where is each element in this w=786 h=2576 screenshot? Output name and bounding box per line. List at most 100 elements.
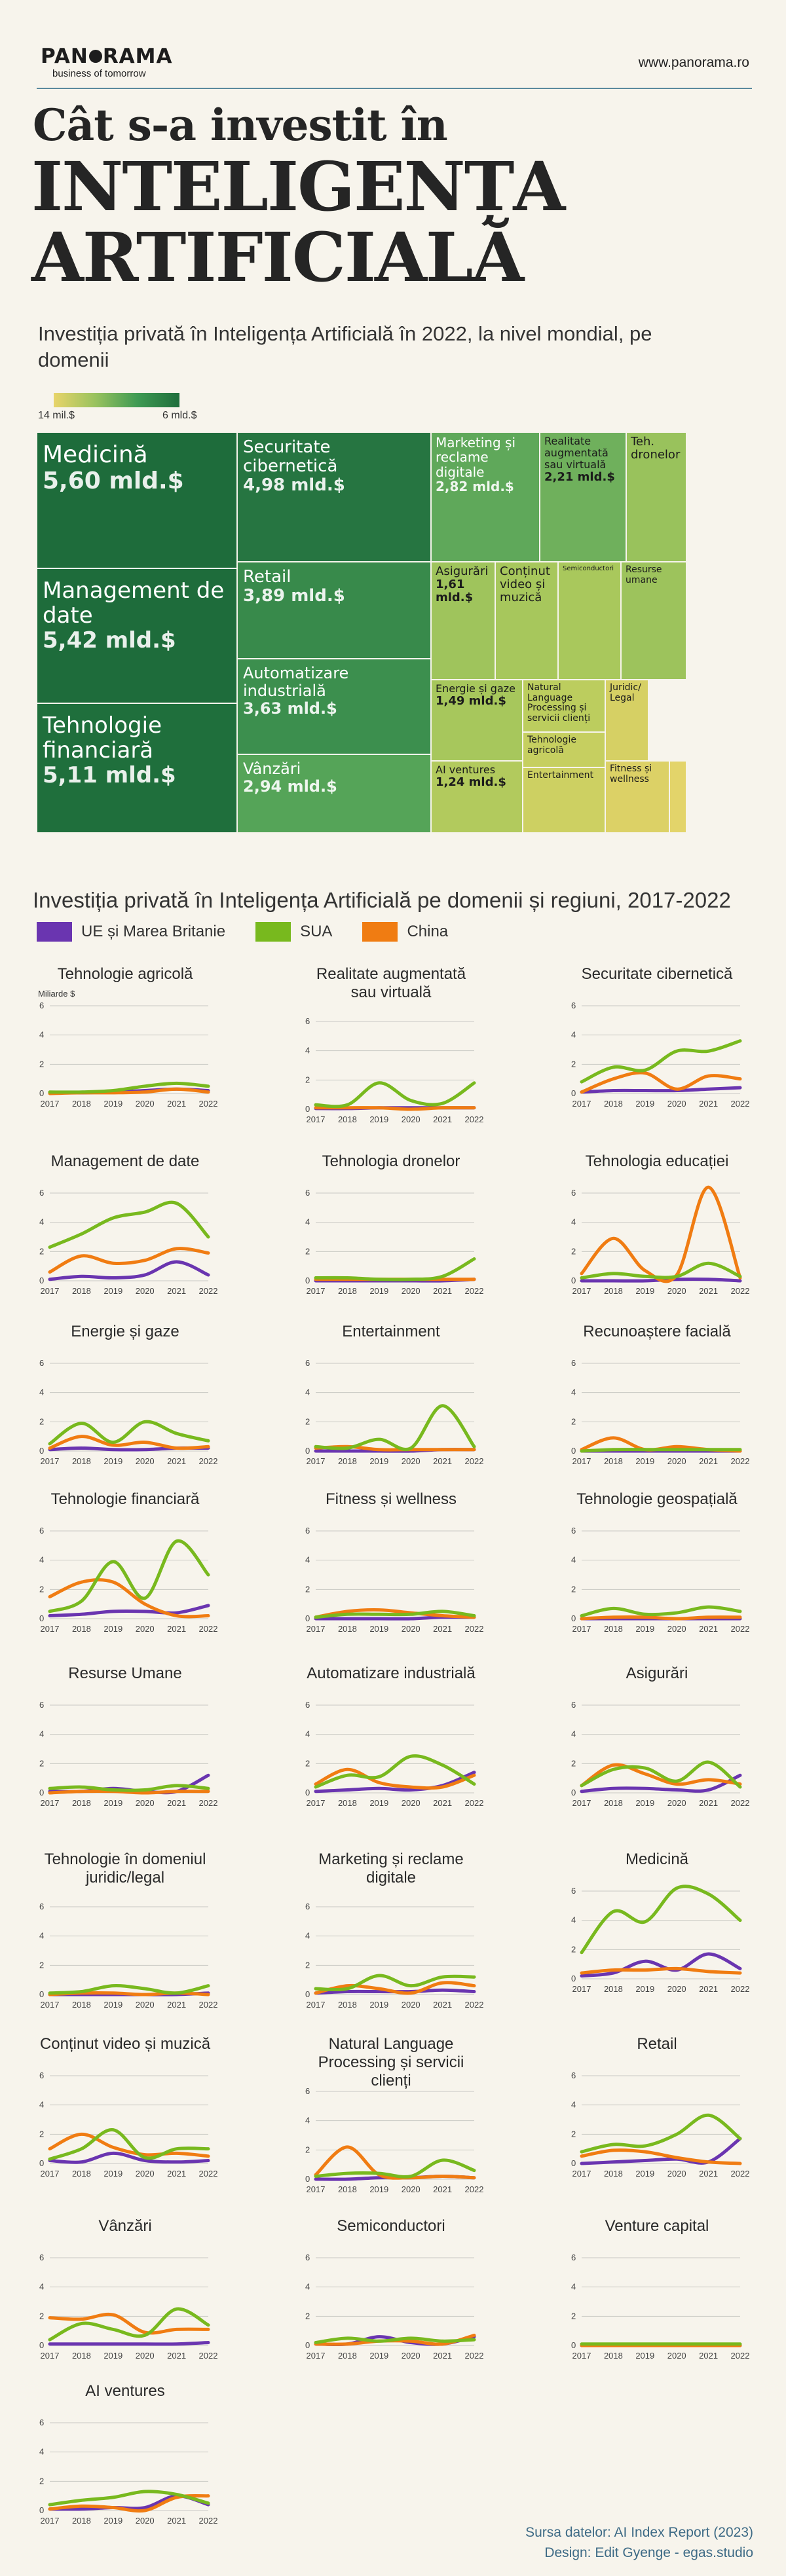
treemap-cell-name: Semiconductori (563, 565, 614, 572)
x-tick-label: 2021 (699, 1099, 718, 1109)
small-chart-plot: 0 2 4 6 2017 2018 2019 2020 2021 2022 (305, 1526, 483, 1634)
series-line-cn (314, 1444, 476, 1452)
y-tick-label: 4 (39, 1217, 44, 1227)
small-chart: Entertainment 0 2 4 6 2017 2018 2019 2020 2021 202… (303, 1323, 483, 1480)
series-line-cn (580, 1185, 742, 1283)
series-line-us (314, 2336, 476, 2345)
y-tick-label: 2 (305, 1758, 310, 1768)
small-chart: Venture capital 0 2 4 6 2017 2018 2019 2020 2021 2… (569, 2217, 749, 2374)
x-tick-label: 2019 (369, 2000, 388, 2010)
series-line-cn (314, 1106, 476, 1111)
y-tick-label: 4 (39, 1931, 44, 1941)
y-tick-label: 0 (571, 2158, 576, 2168)
x-tick-label: 2019 (635, 2169, 654, 2179)
x-tick-label: 2018 (338, 2000, 357, 2010)
y-tick-label: 2 (305, 2311, 310, 2321)
series-line-us (314, 1974, 476, 1992)
small-chart-title: Fitness și wellness (325, 1490, 457, 1508)
x-tick-label: 2022 (465, 1456, 484, 1466)
series-line-us (314, 1404, 476, 1451)
small-chart-plot: 0 2 4 6 2017 2018 2019 2020 2021 2022 (39, 1188, 217, 1296)
y-tick-label: 2 (305, 1584, 310, 1594)
y-tick-label: 4 (571, 1729, 576, 1739)
x-tick-label: 2018 (604, 1456, 623, 1466)
x-tick-label: 2017 (572, 1456, 591, 1466)
small-chart-title: Resurse Umane (68, 1665, 182, 1682)
treemap: Medicină 5,60 mld.$ Management de date 5,42… (37, 432, 686, 833)
small-chart-plot: 0 2 4 6 2017 2018 2019 2020 2021 2022 (39, 1001, 217, 1109)
small-chart: Tehnologia educației 0 2 4 6 2017 2018 2019 2020… (569, 1152, 749, 1310)
treemap-subtitle: Investiția privată în Inteligența Artifi… (38, 322, 652, 371)
x-tick-label: 2020 (667, 1798, 686, 1808)
small-chart-plot: 0 2 4 6 2017 2018 2019 2020 2021 2022 (305, 2253, 483, 2361)
x-tick-label: 2022 (199, 2351, 218, 2361)
small-chart: Tehnologie în domeniul juridic/legal 0 2 4 6… (37, 1850, 217, 2010)
y-tick-label: 0 (305, 1989, 310, 1999)
series-line-cn (48, 1435, 210, 1450)
series-line-us (48, 2307, 210, 2342)
treemap-cell-value: 5,60 mld.$ (43, 468, 184, 495)
small-chart-title: Automatizare industrială (307, 1665, 476, 1682)
series-line-eu (580, 1773, 742, 1794)
x-tick-label: 2022 (731, 2351, 750, 2361)
small-chart: Marketing și reclame digitale 0 2 4 6 2017 201… (303, 1850, 483, 2010)
series-line-eu (580, 1086, 742, 1094)
series-line-cn (580, 1615, 742, 1621)
y-tick-label: 6 (305, 2253, 310, 2262)
series-line-eu (48, 2151, 210, 2164)
series-line-eu (48, 2341, 210, 2346)
x-tick-label: 2019 (369, 1114, 388, 1124)
x-tick-label: 2018 (604, 1099, 623, 1109)
design-credit[interactable]: Design: Edit Gyenge - egas.studio (544, 2545, 753, 2560)
treemap-cell: Automatizare industrială 3,63 mld.$ (237, 659, 431, 754)
small-chart: Asigurări 0 2 4 6 2017 2018 2019 2020 2021 2022 (569, 1665, 749, 1822)
x-tick-label: 2022 (199, 2000, 218, 2010)
small-chart-title: Tehnologie agricolă (57, 965, 193, 983)
y-tick-label: 0 (39, 1788, 44, 1797)
y-tick-label: 6 (39, 2418, 44, 2427)
small-chart-title: Tehnologie financiară (50, 1490, 200, 1508)
small-chart-title: AI ventures (85, 2382, 165, 2400)
logo[interactable]: PAN RAMA business of tomorrow (41, 45, 173, 79)
x-tick-label: 2018 (72, 1456, 91, 1466)
small-chart-plot: 0 2 4 6 2017 2018 2019 2020 2021 2022 (571, 2070, 749, 2179)
legend-cn-swatch (362, 922, 398, 942)
y-tick-label: 4 (571, 1217, 576, 1227)
x-tick-label: 2019 (635, 2351, 654, 2361)
treemap-cell-name: Fitness și wellness (610, 764, 652, 784)
y-tick-label: 0 (305, 1446, 310, 1456)
site-url[interactable]: www.panorama.ro (638, 55, 749, 70)
small-chart-title: Retail (637, 2035, 677, 2053)
treemap-cell: AI ventures 1,24 mld.$ (431, 761, 523, 833)
y-tick-label: 0 (39, 2158, 44, 2168)
y-tick-label: 4 (39, 2100, 44, 2110)
y-tick-label: 0 (571, 1276, 576, 1285)
x-tick-label: 2018 (338, 1798, 357, 1808)
x-tick-label: 2020 (136, 1099, 155, 1109)
x-tick-label: 2022 (199, 1099, 218, 1109)
y-tick-label: 2 (39, 2129, 44, 2139)
y-tick-label: 0 (571, 1613, 576, 1623)
series-line-cn (580, 1071, 742, 1094)
y-tick-label: 4 (305, 2116, 310, 2125)
y-tick-label: 0 (39, 1989, 44, 1999)
treemap-cell-name: Resurse umane (626, 564, 662, 585)
x-tick-label: 2017 (572, 2169, 591, 2179)
treemap-cell-name: AI ventures (436, 764, 496, 776)
y-tick-label: 6 (305, 1700, 310, 1710)
x-tick-label: 2018 (338, 1114, 357, 1124)
treemap-cell: Realitate augmentată sau virtuală 2,21 ml… (540, 432, 626, 562)
small-chart-title: Natural Language Processing și servicii … (318, 2035, 464, 2089)
title-line-2: INTELIGENȚA (31, 147, 565, 227)
x-tick-label: 2022 (465, 2000, 484, 2010)
small-chart-title: Venture capital (605, 2217, 709, 2235)
source-line[interactable]: Sursa datelor: AI Index Report (2023) (525, 2525, 753, 2540)
x-tick-label: 2018 (604, 2351, 623, 2361)
x-tick-label: 2017 (41, 2000, 60, 2010)
x-tick-label: 2017 (307, 1286, 326, 1296)
x-tick-label: 2021 (167, 1798, 186, 1808)
small-chart-title: Recunoaștere facială (583, 1323, 731, 1340)
x-tick-label: 2018 (72, 2169, 91, 2179)
small-chart-plot: 0 2 4 6 2017 2018 2019 2020 2021 2022 (39, 2418, 217, 2526)
x-tick-label: 2020 (667, 1984, 686, 1994)
